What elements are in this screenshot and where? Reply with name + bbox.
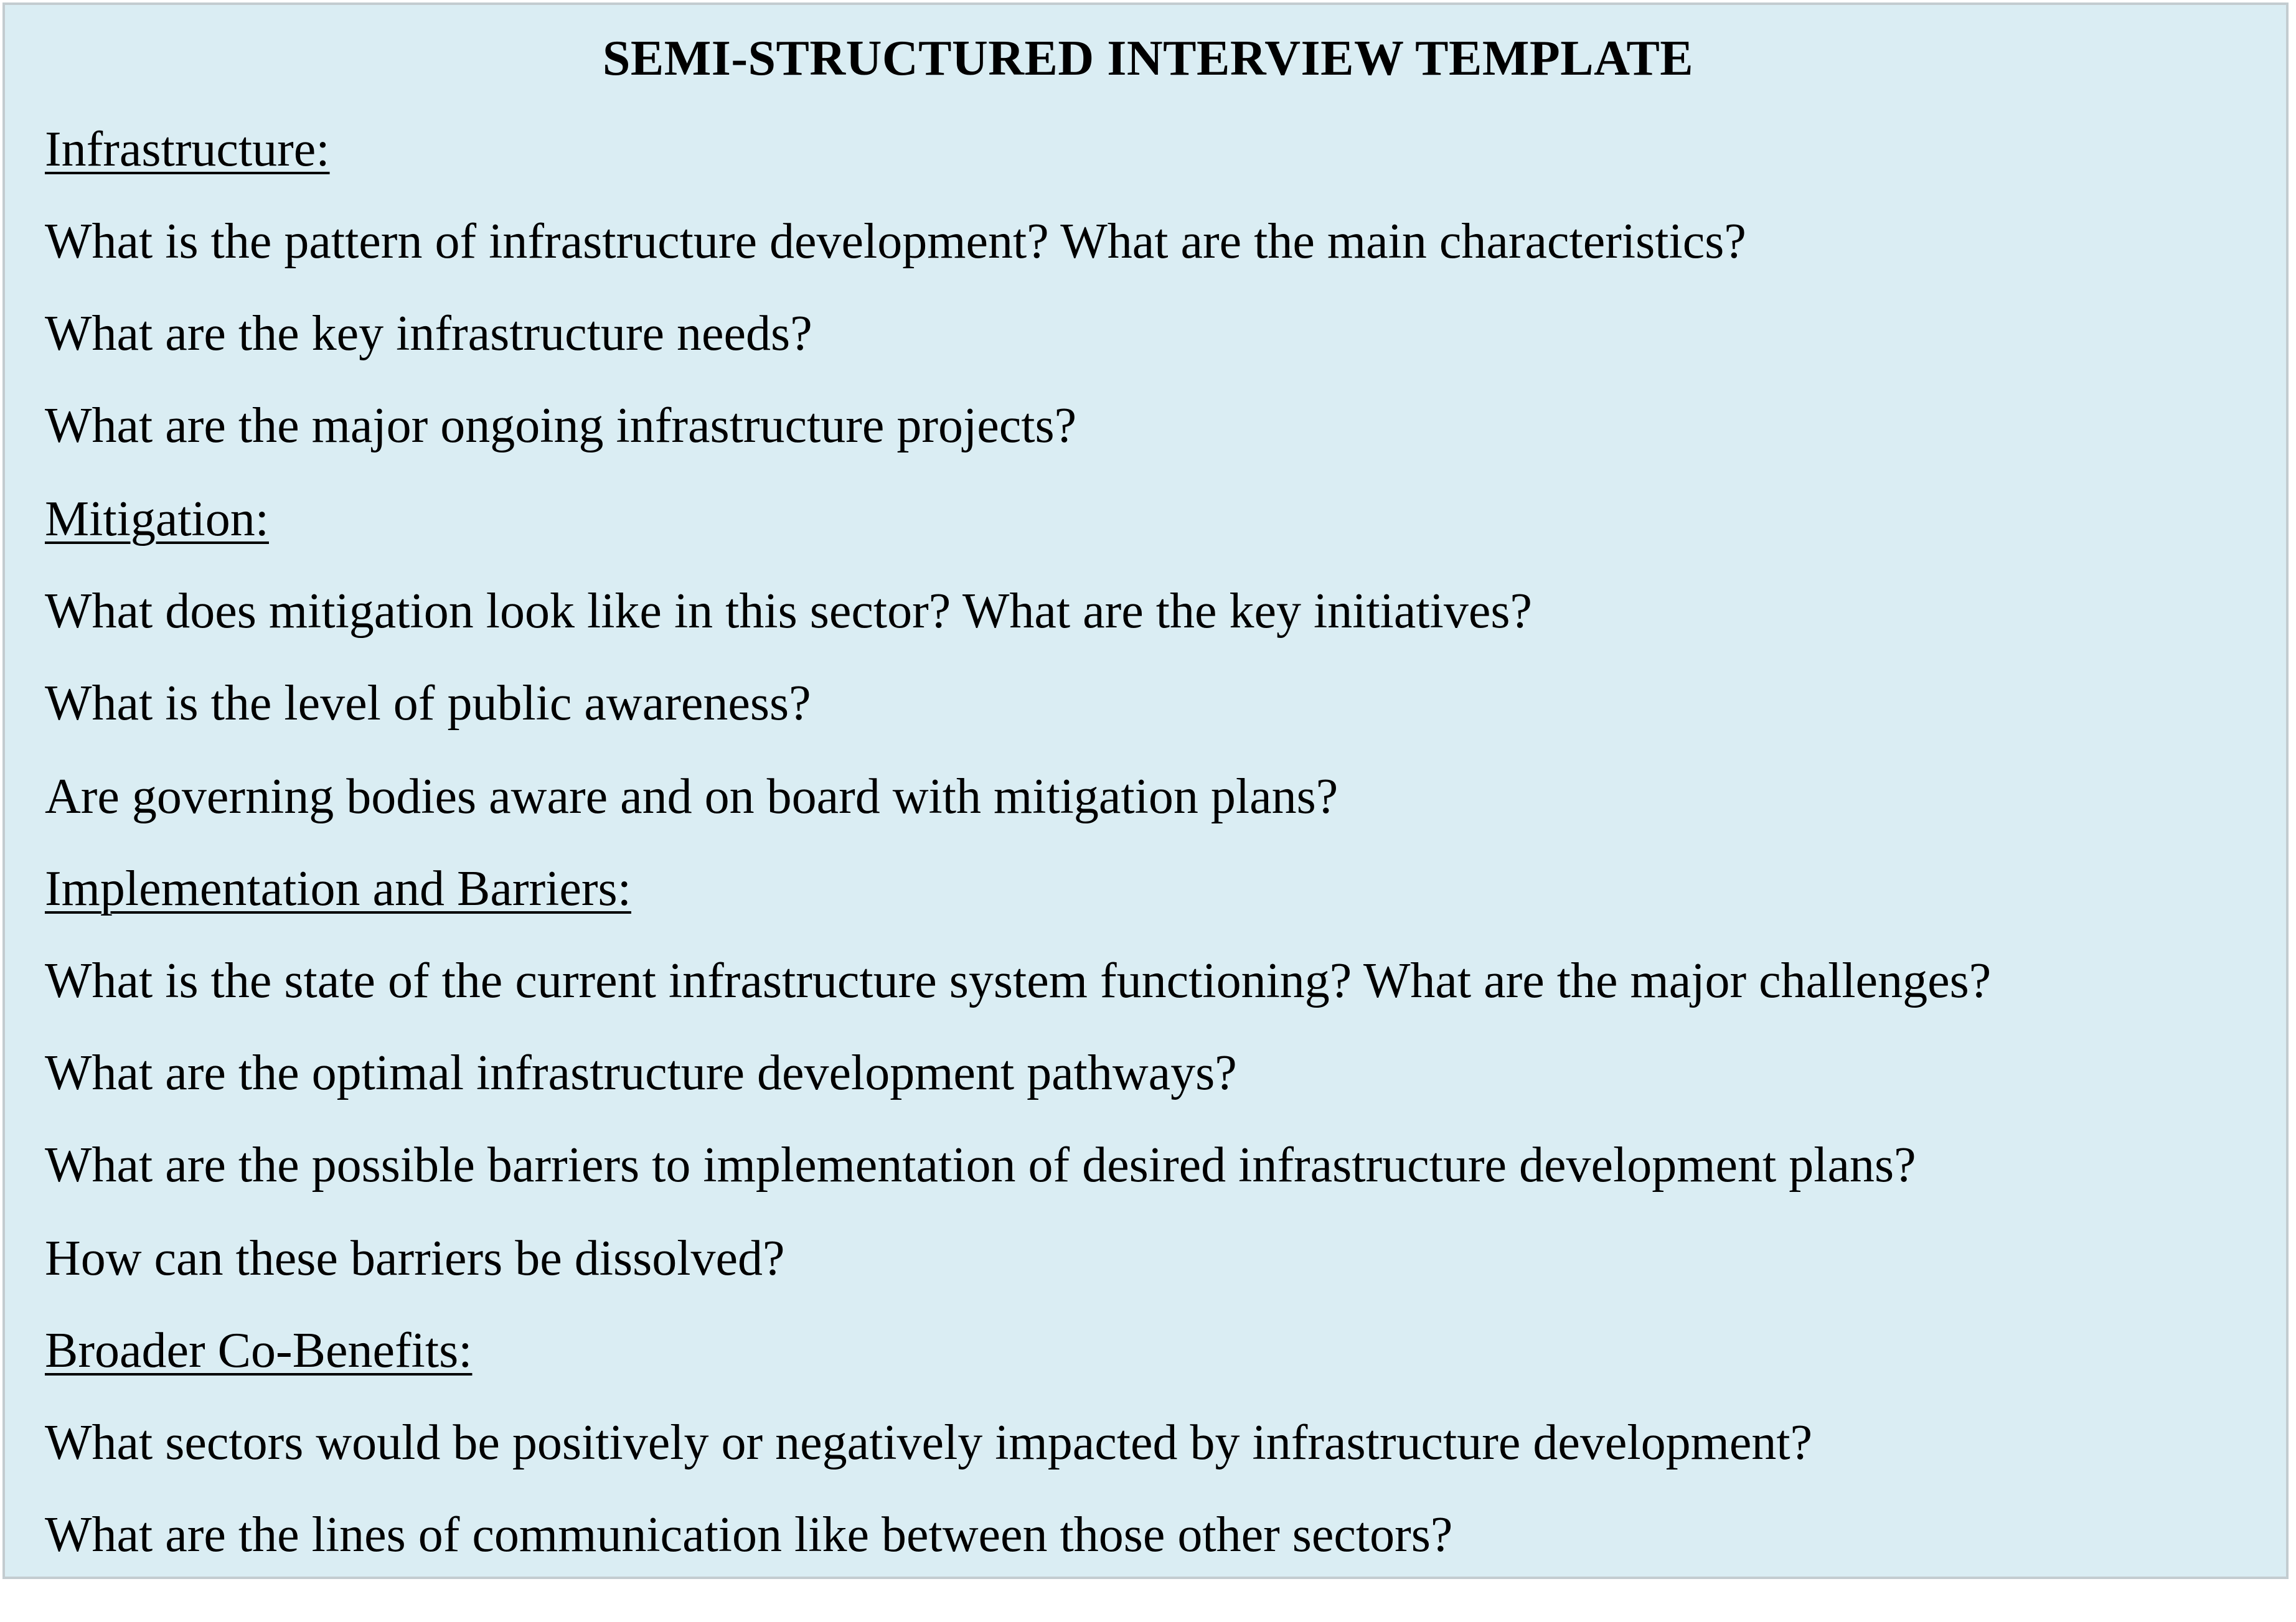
question-text: What is the state of the current infrast… [45, 954, 1992, 1008]
section-heading-implementation-and-barriers: Implementation and Barriers: [45, 861, 631, 916]
interview-template-box: SEMI-STRUCTURED INTERVIEW TEMPLATE Infra… [2, 2, 2289, 1579]
question-text: What does mitigation look like in this s… [45, 584, 1532, 639]
section-heading-mitigation: Mitigation: [45, 492, 269, 546]
question-text: What sectors would be positively or nega… [45, 1415, 1813, 1470]
question-text: Are governing bodies aware and on board … [45, 769, 1339, 824]
question-text: What are the possible barriers to implem… [45, 1138, 1916, 1193]
question-text: What are the key infrastructure needs? [45, 306, 812, 361]
section-heading-broader-co-benefits: Broader Co-Benefits: [45, 1323, 473, 1378]
question-text: What are the lines of communication like… [45, 1507, 1453, 1562]
section-heading-infrastructure: Infrastructure: [45, 122, 330, 177]
document-title: SEMI-STRUCTURED INTERVIEW TEMPLATE [602, 31, 1694, 86]
question-text: What are the major ongoing infrastructur… [45, 398, 1077, 453]
question-text: How can these barriers be dissolved? [45, 1231, 785, 1286]
question-text: What is the pattern of infrastructure de… [45, 214, 1746, 269]
question-text: What are the optimal infrastructure deve… [45, 1046, 1237, 1100]
question-text: What is the level of public awareness? [45, 676, 811, 731]
